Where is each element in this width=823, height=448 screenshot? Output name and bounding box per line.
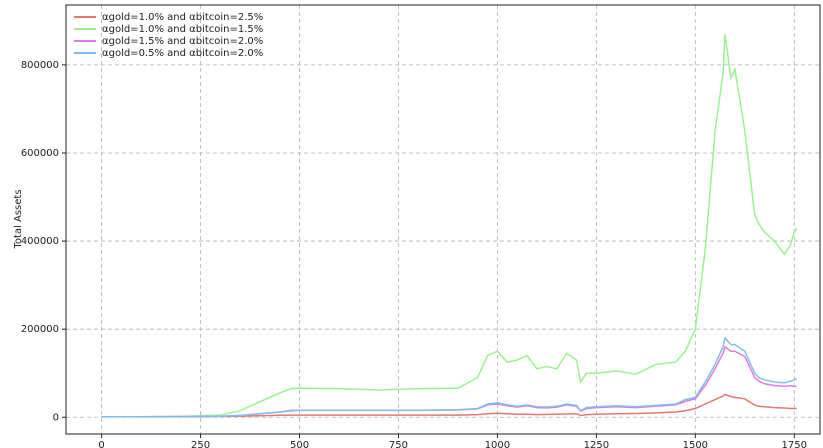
x-tick-label: 1000 [485, 440, 510, 448]
x-tick-label: 1500 [683, 440, 708, 448]
y-tick-label: 200000 [21, 324, 59, 335]
series-line [101, 336, 797, 418]
y-tick-label: 0 [53, 412, 59, 423]
x-tick-label: 1250 [584, 440, 609, 448]
legend-label: αgold=1.5% and αbitcoin=2.0% [102, 36, 263, 47]
legend-label: αgold=1.0% and αbitcoin=1.5% [102, 24, 263, 35]
y-tick-label: 600000 [21, 148, 59, 159]
series-line [101, 393, 797, 418]
y-axis-label: Total Assets [13, 189, 24, 249]
x-tick-label: 1750 [782, 440, 807, 448]
x-tick-label: 500 [290, 440, 309, 448]
legend-label: αgold=0.5% and αbitcoin=2.0% [102, 48, 263, 59]
plot-frame [65, 4, 821, 435]
series-line [101, 345, 797, 418]
legend-label: αgold=1.0% and αbitcoin=2.5% [102, 12, 263, 23]
x-tick-label: 750 [389, 440, 408, 448]
y-tick-label: 400000 [21, 236, 59, 247]
x-tick-label: 250 [191, 440, 210, 448]
y-tick-label: 800000 [21, 60, 59, 71]
series-line [101, 34, 798, 418]
x-tick-label: 0 [98, 440, 104, 448]
